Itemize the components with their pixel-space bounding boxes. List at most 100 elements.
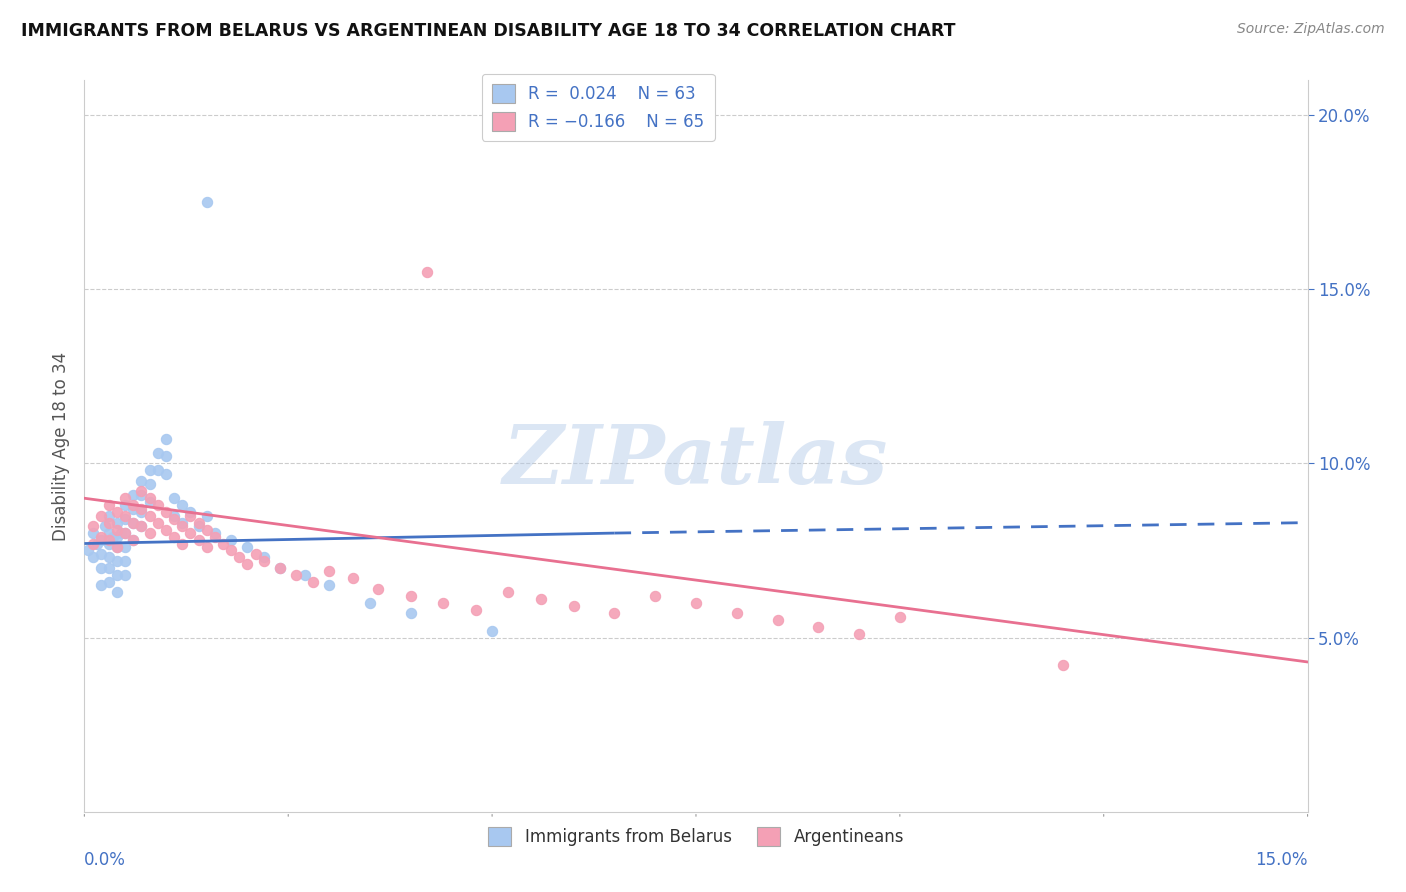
Point bbox=[889, 609, 911, 624]
Point bbox=[464, 603, 486, 617]
Point bbox=[122, 533, 145, 547]
Point bbox=[97, 508, 120, 523]
Point bbox=[253, 554, 276, 568]
Point bbox=[131, 484, 153, 499]
Point bbox=[114, 554, 136, 568]
Point bbox=[90, 547, 112, 561]
Point bbox=[114, 540, 136, 554]
Point bbox=[122, 501, 145, 516]
Point bbox=[114, 567, 136, 582]
Text: IMMIGRANTS FROM BELARUS VS ARGENTINEAN DISABILITY AGE 18 TO 34 CORRELATION CHART: IMMIGRANTS FROM BELARUS VS ARGENTINEAN D… bbox=[21, 22, 956, 40]
Point bbox=[146, 516, 169, 530]
Point bbox=[481, 624, 503, 638]
Point bbox=[219, 533, 242, 547]
Point bbox=[90, 508, 112, 523]
Point bbox=[195, 195, 218, 210]
Point bbox=[138, 477, 160, 491]
Point bbox=[253, 550, 276, 565]
Point bbox=[644, 589, 666, 603]
Point bbox=[685, 596, 707, 610]
Point bbox=[359, 596, 381, 610]
Point bbox=[187, 533, 209, 547]
Point bbox=[187, 519, 209, 533]
Point bbox=[172, 536, 194, 550]
Text: Source: ZipAtlas.com: Source: ZipAtlas.com bbox=[1237, 22, 1385, 37]
Point bbox=[97, 533, 120, 547]
Text: ZIPatlas: ZIPatlas bbox=[503, 421, 889, 500]
Point bbox=[367, 582, 389, 596]
Point bbox=[179, 505, 201, 519]
Point bbox=[204, 526, 226, 541]
Y-axis label: Disability Age 18 to 34: Disability Age 18 to 34 bbox=[52, 351, 70, 541]
Point bbox=[90, 578, 112, 592]
Point bbox=[155, 432, 177, 446]
Point bbox=[138, 508, 160, 523]
Point bbox=[114, 512, 136, 526]
Point bbox=[228, 550, 250, 565]
Point bbox=[131, 519, 153, 533]
Point bbox=[97, 550, 120, 565]
Point bbox=[77, 543, 100, 558]
Point bbox=[86, 536, 108, 550]
Point bbox=[236, 558, 259, 572]
Point bbox=[131, 501, 153, 516]
Point bbox=[114, 526, 136, 541]
Point bbox=[131, 488, 153, 502]
Point bbox=[172, 498, 194, 512]
Point bbox=[97, 498, 120, 512]
Point bbox=[416, 265, 439, 279]
Point bbox=[90, 533, 112, 547]
Point bbox=[236, 540, 259, 554]
Point bbox=[90, 561, 112, 575]
Point bbox=[212, 536, 235, 550]
Point bbox=[146, 446, 169, 460]
Point bbox=[105, 567, 128, 582]
Point bbox=[131, 519, 153, 533]
Point bbox=[122, 516, 145, 530]
Point bbox=[122, 516, 145, 530]
Point bbox=[105, 540, 128, 554]
Point bbox=[105, 585, 128, 599]
Point bbox=[131, 474, 153, 488]
Point bbox=[195, 508, 218, 523]
Point bbox=[114, 526, 136, 541]
Point bbox=[187, 516, 209, 530]
Point bbox=[172, 519, 194, 533]
Point bbox=[269, 561, 291, 575]
Point bbox=[97, 526, 120, 541]
Point bbox=[105, 540, 128, 554]
Point bbox=[155, 505, 177, 519]
Point bbox=[155, 467, 177, 481]
Point bbox=[97, 516, 120, 530]
Point bbox=[155, 523, 177, 537]
Point bbox=[179, 526, 201, 541]
Point bbox=[90, 530, 112, 544]
Point bbox=[114, 498, 136, 512]
Point bbox=[766, 613, 789, 627]
Point bbox=[82, 519, 104, 533]
Point bbox=[163, 512, 186, 526]
Point bbox=[725, 606, 748, 620]
Point bbox=[82, 526, 104, 541]
Point bbox=[848, 627, 870, 641]
Point bbox=[114, 491, 136, 506]
Point bbox=[245, 547, 267, 561]
Point bbox=[399, 606, 422, 620]
Point bbox=[122, 498, 145, 512]
Point bbox=[219, 543, 242, 558]
Point bbox=[93, 519, 115, 533]
Point bbox=[138, 491, 160, 506]
Point bbox=[138, 463, 160, 477]
Point bbox=[97, 574, 120, 589]
Point bbox=[1052, 658, 1074, 673]
Point bbox=[301, 574, 323, 589]
Point bbox=[318, 578, 340, 592]
Point bbox=[105, 554, 128, 568]
Point bbox=[530, 592, 553, 607]
Point bbox=[163, 530, 186, 544]
Point bbox=[498, 585, 520, 599]
Point bbox=[122, 488, 145, 502]
Point bbox=[172, 516, 194, 530]
Point bbox=[105, 530, 128, 544]
Point bbox=[155, 450, 177, 464]
